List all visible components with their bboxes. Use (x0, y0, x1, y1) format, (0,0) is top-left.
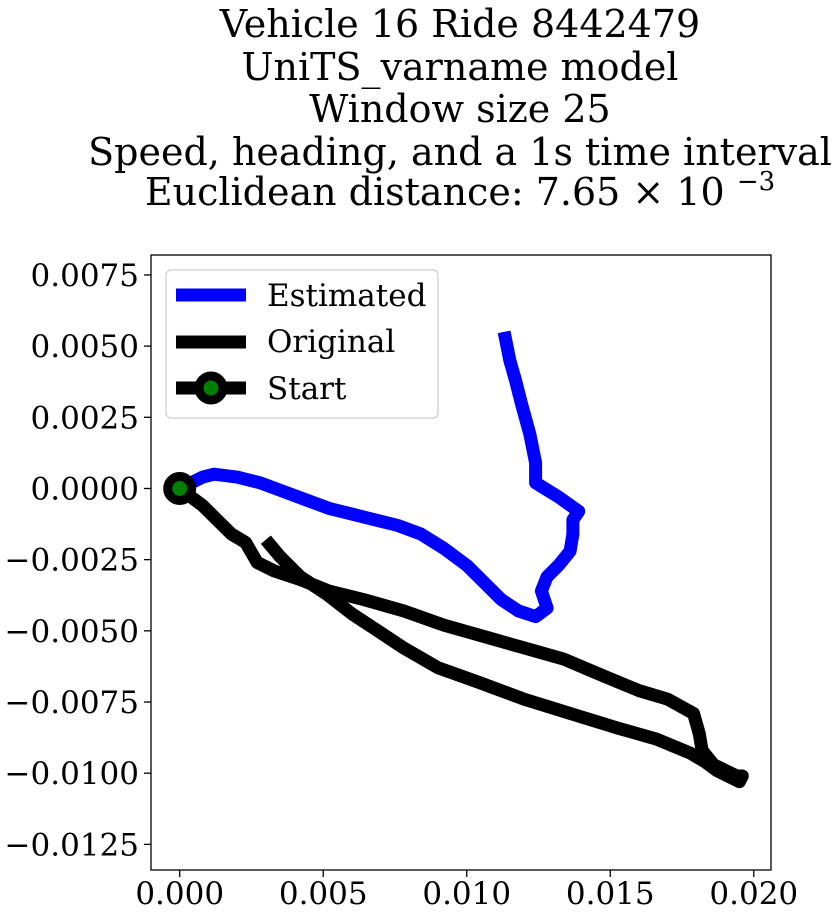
y-tick-label: −0.0100 (5, 756, 139, 792)
title-line-5: Euclidean distance: 7.65 × 10 −3 (145, 167, 775, 214)
title-distance-base: 10 (676, 170, 724, 214)
y-tick-label: 0.0025 (31, 400, 139, 436)
start-marker (163, 472, 197, 505)
legend-estimated-label: Estimated (267, 278, 426, 314)
title-distance-prefix: Euclidean distance: 7.65 (145, 170, 620, 214)
x-tick-label: 0.020 (709, 876, 798, 912)
legend-original-label: Original (267, 324, 395, 360)
title-distance-times: × (632, 170, 664, 214)
y-tick-label: −0.0075 (5, 685, 139, 721)
title-line-4: Speed, heading, and a 1s time interval (88, 130, 832, 174)
legend-box (165, 269, 439, 419)
title-line-1: Vehicle 16 Ride 8442479 (219, 2, 700, 46)
legend: Estimated Original Start (165, 269, 439, 419)
title-distance-exponent: −3 (737, 167, 775, 197)
chart-title: Vehicle 16 Ride 8442479 UniTS_varname mo… (88, 2, 832, 214)
x-tick-label: 0.010 (422, 876, 511, 912)
x-tick-label: 0.015 (566, 876, 655, 912)
plot-area: 0.000 0.005 0.010 0.015 0.020 0.00750.00500.… (5, 254, 798, 912)
y-tick-label: −0.0050 (5, 614, 139, 650)
title-line-2: UniTS_varname model (242, 45, 679, 90)
y-tick-label: −0.0025 (5, 543, 139, 579)
plot-frame (150, 254, 772, 871)
x-tick-label: 0.005 (279, 876, 368, 912)
title-line-3: Window size 25 (309, 87, 610, 131)
series-original-line (175, 483, 749, 789)
y-tick-label: 0.0075 (31, 258, 139, 294)
series-layer (163, 330, 749, 789)
x-tick-label: 0.000 (135, 876, 224, 912)
x-axis: 0.000 0.005 0.010 0.015 0.020 (135, 870, 798, 912)
series-estimated-line (176, 330, 586, 624)
y-tick-label: 0.0000 (31, 471, 139, 507)
legend-start-label: Start (267, 371, 347, 407)
y-tick-label: −0.0125 (5, 827, 139, 863)
y-axis: 0.0075 0.0050 0.0025 0.0000 −0.0025 −0.0050 −0… (5, 258, 151, 863)
legend-start-marker (194, 371, 228, 405)
y-tick-label: 0.0050 (31, 329, 139, 365)
